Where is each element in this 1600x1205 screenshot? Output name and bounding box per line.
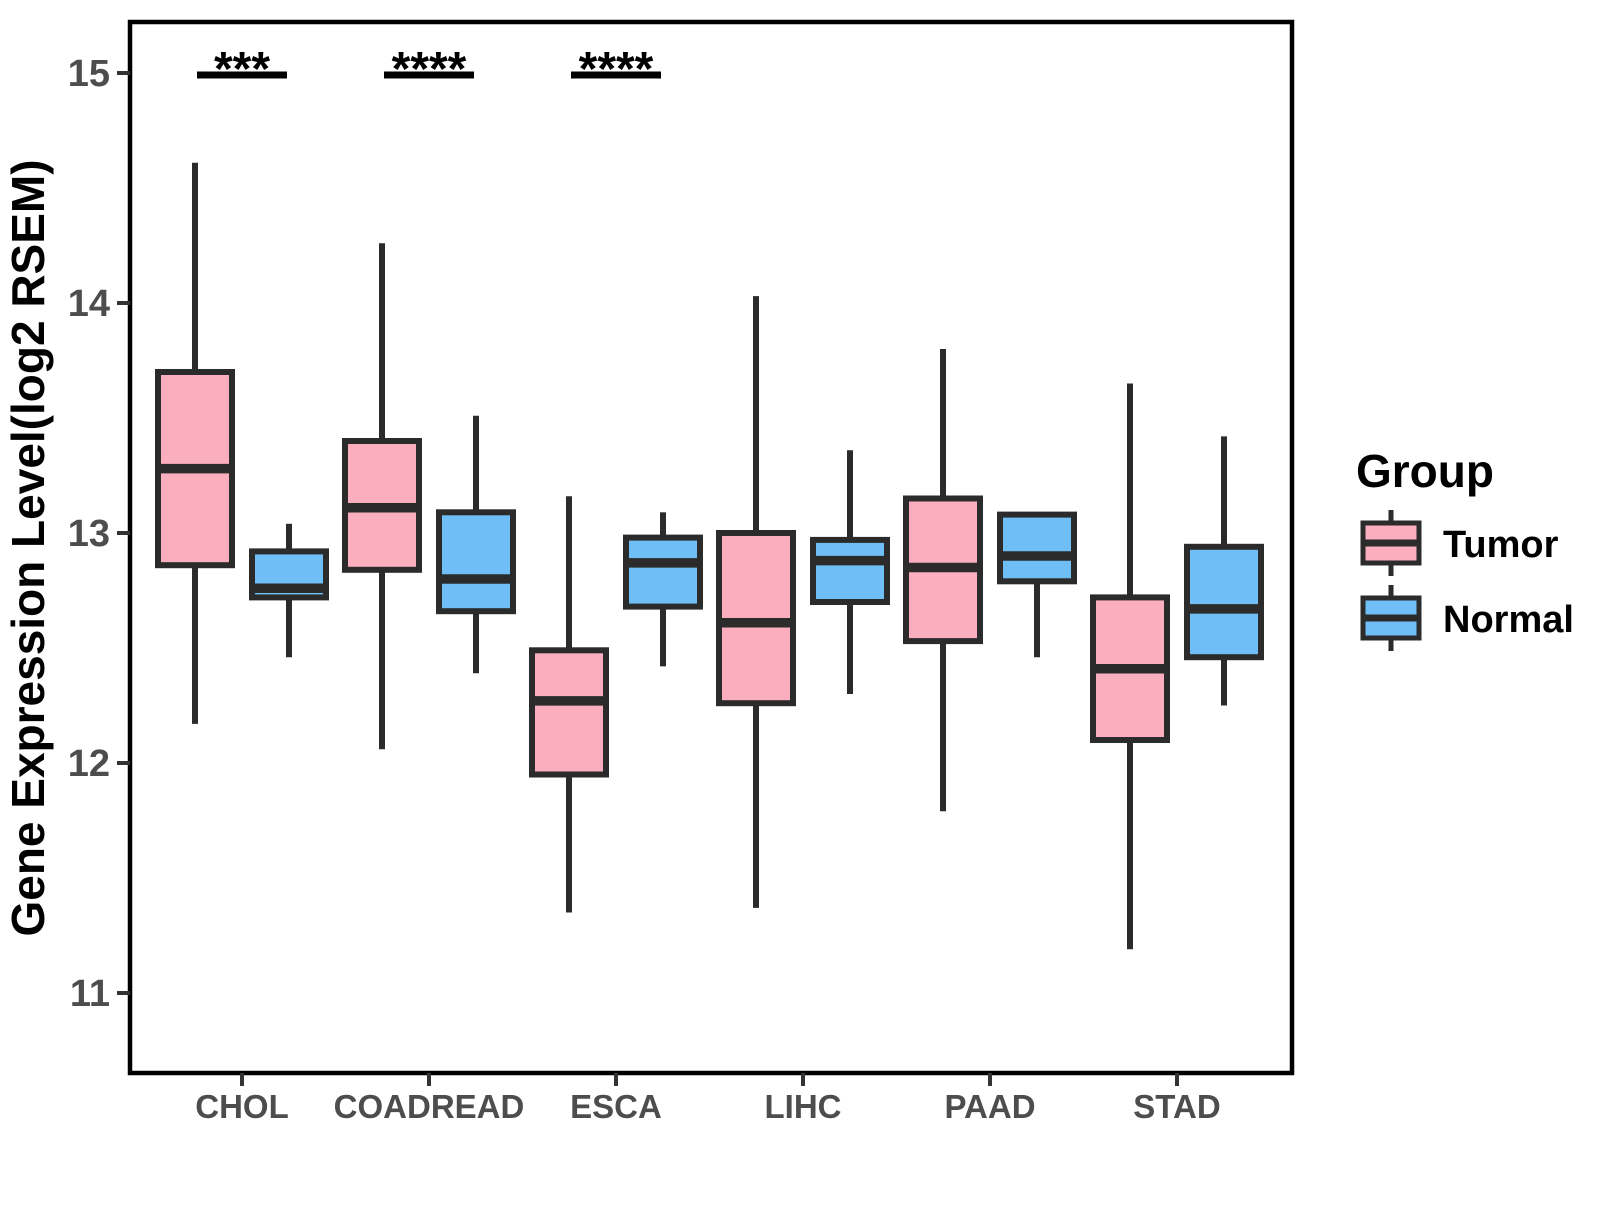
box-normal-paad	[997, 511, 1077, 658]
y-tick-label: 12	[68, 743, 110, 785]
x-tick-label: COADREAD	[334, 1088, 525, 1125]
y-tick-label: 15	[68, 53, 110, 95]
x-tick-label: STAD	[1133, 1088, 1220, 1125]
axes-layer: 11 12 13 14 15 CHOL COADREAD ESCA LIHC PAAD STAD	[68, 53, 1221, 1125]
iqr-box	[1184, 543, 1264, 661]
significance-stars: ****	[392, 43, 467, 96]
box-tumor-stad	[1090, 383, 1170, 950]
box-normal-stad	[1184, 436, 1264, 706]
iqr-box	[529, 647, 609, 778]
y-tick-label: 11	[70, 973, 110, 1015]
legend-key-tumor	[1360, 510, 1422, 576]
box-tumor-esca	[529, 496, 609, 913]
legend-glyphs-layer	[1360, 510, 1422, 651]
x-tick-label: LIHC	[765, 1088, 842, 1125]
plot-panel	[127, 19, 1295, 1076]
x-tick-label: ESCA	[570, 1088, 662, 1125]
box-tumor-chol	[155, 162, 235, 724]
legend-label-normal: Normal	[1443, 599, 1574, 641]
iqr-box	[997, 511, 1077, 585]
box-tumor-paad	[903, 349, 983, 812]
iqr-box	[810, 536, 890, 606]
significance-stars: ***	[214, 43, 270, 96]
iqr-box	[436, 509, 516, 615]
box-tumor-lihc	[716, 296, 796, 908]
y-axis-title: Gene Expression Level(log2 RSEM)	[2, 159, 54, 936]
iqr-box	[623, 534, 703, 610]
significance-layer: *** **** ****	[197, 43, 661, 96]
legend-title: Group	[1356, 445, 1494, 497]
boxes-layer	[155, 162, 1264, 950]
box-normal-lihc	[810, 450, 890, 694]
legend-key-normal	[1360, 585, 1422, 651]
significance-stars: ****	[579, 43, 654, 96]
box-normal-esca	[623, 512, 703, 667]
box-tumor-coadread	[342, 243, 422, 750]
box-normal-coadread	[436, 415, 516, 674]
x-tick-label: CHOL	[195, 1088, 289, 1125]
box-normal-chol	[249, 523, 329, 658]
y-tick-label: 13	[68, 513, 110, 555]
y-tick-label: 14	[68, 283, 110, 325]
x-tick-label: PAAD	[944, 1088, 1035, 1125]
legend-label-tumor: Tumor	[1443, 524, 1559, 566]
